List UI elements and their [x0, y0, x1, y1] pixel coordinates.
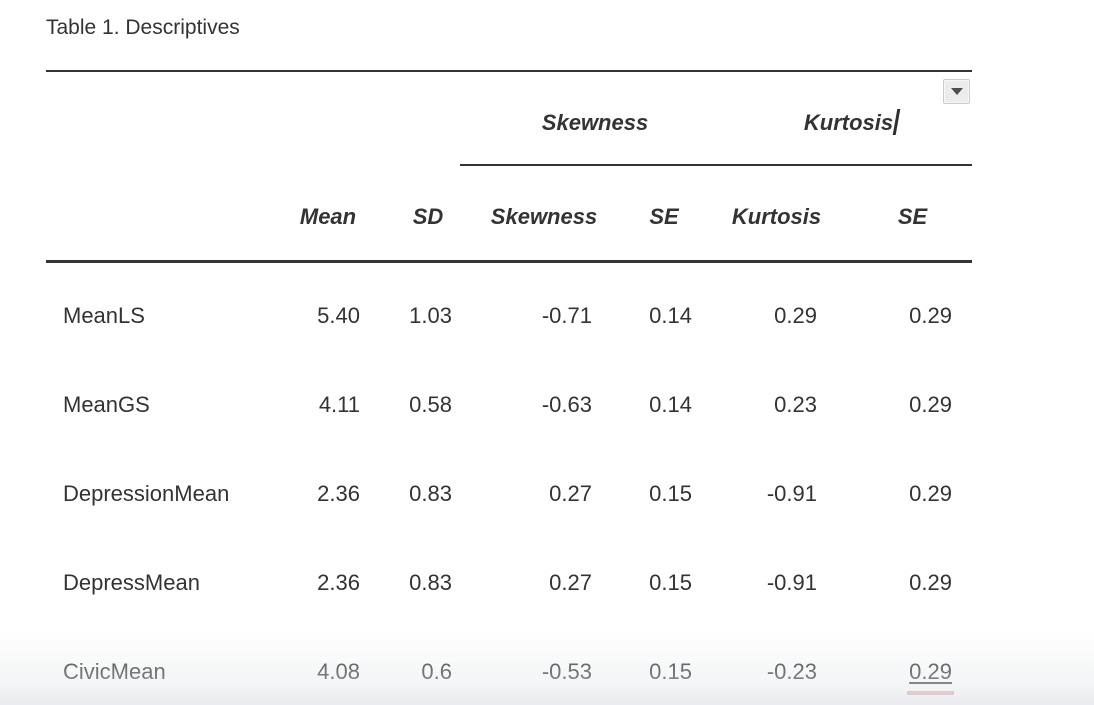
cell-kurtosis: -0.91: [766, 481, 817, 506]
cell-sd: 0.6: [421, 659, 452, 684]
cell-skewness-se: 0.15: [649, 481, 692, 506]
group-header-row: Skewness Kurtosis: [46, 71, 972, 166]
table-row: DepressionMean 2.36 0.83 0.27 0.15 -0.91…: [46, 439, 972, 528]
column-header-skewness: Skewness: [460, 165, 600, 263]
cell-mean: 2.36: [317, 481, 360, 506]
cell-mean: 2.36: [317, 570, 360, 595]
row-label: MeanLS: [63, 303, 145, 328]
cell-kurtosis-se: 0.29: [909, 392, 952, 417]
cell-skewness-se: 0.15: [649, 570, 692, 595]
table-row: CivicMean 4.08 0.6 -0.53 0.15 -0.23 0.29: [46, 617, 972, 705]
cell-sd: 0.83: [409, 570, 452, 595]
table-options-button[interactable]: [943, 79, 970, 104]
cell-sd: 0.58: [409, 392, 452, 417]
cell-skewness: -0.71: [541, 303, 592, 328]
column-header-row: Mean SD Skewness SE Kurtosis SE: [46, 165, 972, 263]
column-header-blank: [46, 165, 288, 263]
group-header-skewness-label: Skewness: [541, 110, 649, 135]
cell-kurtosis-se: 0.29: [909, 481, 952, 506]
table-row: MeanGS 4.11 0.58 -0.63 0.14 0.23 0.29: [46, 350, 972, 439]
cell-kurtosis: 0.23: [774, 392, 817, 417]
cell-kurtosis-se: 0.29: [909, 570, 952, 595]
group-header-kurtosis[interactable]: Kurtosis: [700, 71, 972, 166]
cell-mean: 4.11: [318, 392, 360, 417]
cell-kurtosis: 0.29: [774, 303, 817, 328]
cell-skewness-se: 0.15: [649, 659, 692, 684]
highlighted-cell-value[interactable]: 0.29: [907, 659, 954, 695]
text-cursor: [892, 109, 901, 135]
cell-skewness-se: 0.14: [649, 392, 692, 417]
table-row: DepressMean 2.36 0.83 0.27 0.15 -0.91 0.…: [46, 528, 972, 617]
cell-mean: 4.08: [317, 659, 360, 684]
table-title[interactable]: Table 1. Descriptives: [46, 16, 240, 39]
row-label: DepressionMean: [63, 481, 230, 506]
cell-skewness: -0.63: [541, 392, 592, 417]
column-header-sd: SD: [368, 165, 460, 263]
row-label: CivicMean: [63, 659, 166, 684]
group-header-kurtosis-label: Kurtosis: [803, 110, 894, 135]
cell-skewness-se: 0.14: [649, 303, 692, 328]
cell-mean: 5.40: [317, 303, 360, 328]
caret-down-icon: [950, 88, 963, 95]
cell-skewness: 0.27: [549, 481, 592, 506]
results-table: Skewness Kurtosis Mean SD Skewness SE Ku…: [46, 70, 972, 705]
cell-kurtosis-se: 0.29: [825, 617, 972, 705]
column-header-kurtosis: Kurtosis: [700, 165, 825, 263]
cell-skewness: -0.53: [541, 659, 592, 684]
cell-kurtosis: -0.91: [766, 570, 817, 595]
cell-sd: 0.83: [409, 481, 452, 506]
column-header-kurtosis-se: SE: [825, 165, 972, 263]
group-header-spacer: [46, 71, 460, 165]
row-label: DepressMean: [63, 570, 200, 595]
table-row: MeanLS 5.40 1.03 -0.71 0.14 0.29 0.29: [46, 261, 972, 350]
row-label: MeanGS: [63, 392, 150, 417]
column-header-skewness-se: SE: [600, 165, 700, 263]
cell-kurtosis-se: 0.29: [909, 303, 952, 328]
cell-skewness: 0.27: [549, 570, 592, 595]
descriptives-table: Skewness Kurtosis Mean SD Skewness SE Ku…: [46, 70, 972, 705]
group-header-skewness[interactable]: Skewness: [460, 71, 700, 166]
cell-kurtosis: -0.23: [766, 659, 817, 684]
cell-sd: 1.03: [409, 303, 452, 328]
column-header-mean: Mean: [288, 165, 368, 263]
